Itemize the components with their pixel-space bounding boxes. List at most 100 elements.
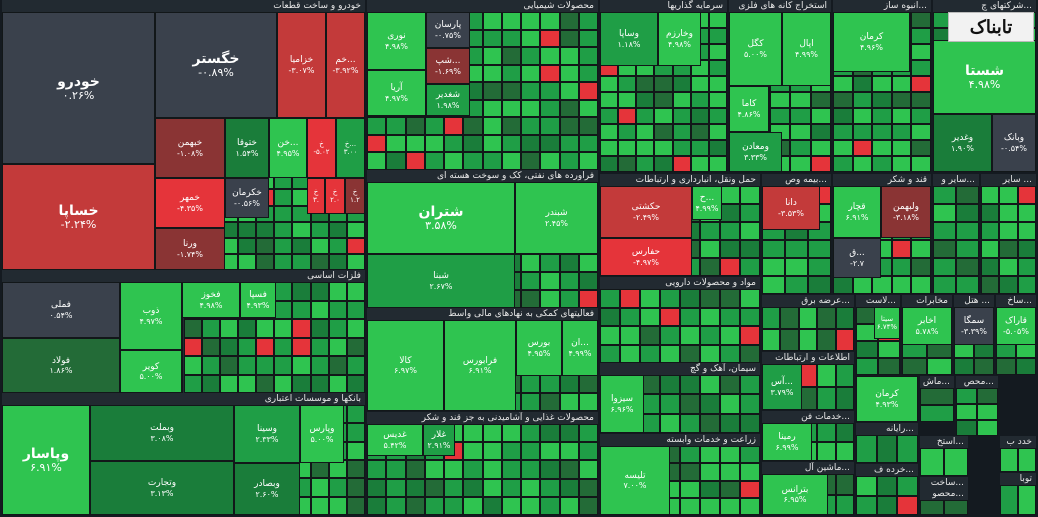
stock-cell[interactable] [833,276,853,294]
stock-cell[interactable] [540,29,560,48]
stock-cell[interactable] [600,140,619,156]
stock-cell[interactable] [346,478,365,497]
stock-cell[interactable] [672,156,691,172]
stock-cell[interactable] [292,337,311,356]
stock-cell[interactable] [817,387,836,410]
stock-cell[interactable] [762,329,781,351]
stock-cell[interactable] [891,258,912,276]
stock-cell[interactable] [954,358,974,375]
stock-cell[interactable] [700,446,720,464]
stock-cell[interactable] [640,344,660,363]
stock-cell[interactable] [559,117,579,135]
stock-cell[interactable] [367,460,387,479]
stock-tile[interactable]: وپارس ۵.۰۰% [300,405,344,463]
stock-cell[interactable] [274,356,293,375]
stock-cell[interactable] [346,460,365,479]
stock-cell[interactable] [444,152,464,170]
stock-cell[interactable] [405,117,425,135]
stock-cell[interactable] [720,344,740,363]
stock-cell[interactable] [501,442,521,461]
stock-cell[interactable] [600,76,619,92]
stock-cell[interactable] [328,356,347,375]
stock-cell[interactable] [292,221,311,238]
stock-cell[interactable] [660,326,680,345]
stock-cell[interactable] [521,460,541,479]
stock-cell[interactable] [798,329,818,351]
stock-cell[interactable] [911,108,931,124]
stock-cell[interactable] [482,12,502,30]
stock-cell[interactable] [292,282,311,301]
stock-cell[interactable] [833,108,853,124]
stock-cell[interactable] [700,240,720,258]
stock-cell[interactable] [620,326,640,345]
stock-cell[interactable] [578,374,598,393]
stock-cell[interactable] [740,344,760,363]
stock-cell[interactable] [720,413,740,433]
stock-cell[interactable] [740,204,760,222]
stock-cell[interactable] [540,460,560,479]
stock-cell[interactable] [720,326,740,345]
stock-cell[interactable] [482,29,502,48]
stock-tile[interactable]: کویر ۵.۰۰% [120,350,182,393]
stock-cell[interactable] [444,134,464,153]
stock-cell[interactable] [708,76,727,92]
stock-cell[interactable] [463,424,483,443]
stock-cell[interactable] [981,186,1000,204]
stock-cell[interactable] [521,99,541,118]
stock-cell[interactable] [927,358,952,375]
stock-cell[interactable] [640,326,660,345]
stock-tile[interactable]: بورس ۴.۹۵% [516,320,562,376]
stock-cell[interactable] [708,12,727,28]
stock-cell[interactable] [367,496,387,515]
stock-cell[interactable] [817,442,836,461]
stock-cell[interactable] [920,405,954,422]
stock-cell[interactable] [720,463,740,481]
stock-cell[interactable] [720,289,740,308]
stock-cell[interactable] [1018,485,1036,515]
stock-cell[interactable] [559,29,579,48]
stock-cell[interactable] [328,282,347,301]
stock-cell[interactable] [521,254,541,272]
stock-cell[interactable] [996,358,1016,375]
stock-cell[interactable] [944,500,968,515]
stock-cell[interactable] [833,156,853,172]
stock-cell[interactable] [911,240,931,258]
stock-cell[interactable] [790,140,811,156]
stock-cell[interactable] [740,446,760,464]
stock-cell[interactable] [540,82,560,100]
stock-cell[interactable] [956,420,977,436]
stock-cell[interactable] [933,276,956,294]
stock-cell[interactable] [852,92,873,108]
stock-cell[interactable] [405,496,425,515]
stock-cell[interactable] [578,478,598,497]
stock-cell[interactable] [720,204,740,222]
stock-cell[interactable] [720,394,740,414]
stock-cell[interactable] [463,134,483,153]
stock-tile[interactable]: سمگا -۳.۳۹% [954,307,994,345]
stock-cell[interactable] [328,221,347,238]
stock-cell[interactable] [274,319,293,338]
stock-cell[interactable] [540,152,560,170]
stock-cell[interactable] [540,272,560,290]
stock-cell[interactable] [310,237,329,254]
stock-cell[interactable] [911,92,931,108]
stock-cell[interactable] [636,76,655,92]
stock-cell[interactable] [835,494,854,515]
stock-cell[interactable] [482,134,502,153]
stock-cell[interactable] [578,64,598,83]
stock-cell[interactable] [201,374,220,393]
stock-cell[interactable] [578,152,598,170]
stock-cell[interactable] [405,460,425,479]
stock-cell[interactable] [256,374,275,393]
stock-cell[interactable] [690,92,709,108]
stock-cell[interactable] [463,478,483,497]
stock-cell[interactable] [540,442,560,461]
stock-cell[interactable] [891,124,912,140]
stock-cell[interactable] [618,156,637,172]
stock-tile[interactable]: حفارس -۴.۹۷% [600,238,692,276]
stock-cell[interactable] [482,496,502,515]
stock-cell[interactable] [328,496,347,515]
stock-cell[interactable] [680,413,700,433]
stock-tile[interactable]: کرمان ۴.۹۳% [856,376,918,422]
stock-tile[interactable]: خودرو ۰.۲۶% [2,12,155,164]
